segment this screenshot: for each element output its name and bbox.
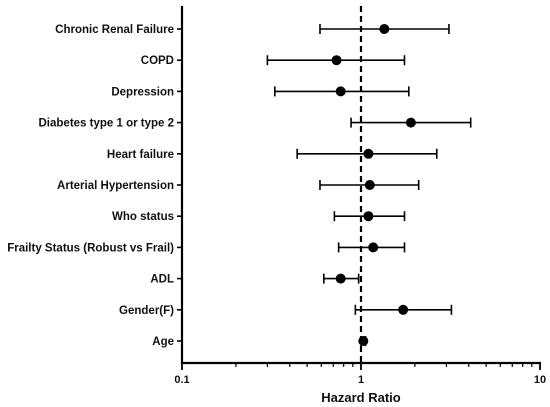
hr-point [398,304,409,315]
forest-row: Heart failure [107,148,438,161]
forest-row: Depression [111,86,410,98]
x-tick-label: 0.1 [174,374,189,386]
forest-row: Diabetes type 1 or type 2 [39,117,472,130]
hr-point [358,336,369,346]
row-label: ADL [150,274,174,286]
hr-point [364,180,375,190]
hr-point [363,211,374,222]
hr-point [335,273,346,284]
row-label: Diabetes type 1 or type 2 [39,118,175,130]
hr-point [335,86,346,97]
hr-point [331,55,342,66]
x-tick-label: 10 [534,374,546,386]
row-label: Depression [111,86,174,98]
forest-row: Gender(F) [119,304,453,317]
forest-row: COPD [141,55,406,67]
hr-point [379,24,390,34]
row-label: Frailty Status (Robust vs Frail) [7,242,174,254]
forest-row: Who status [112,211,406,223]
axis-layer: 0.1 1 10 [174,6,546,386]
row-label: Arterial Hypertension [57,180,174,192]
row-label: Chronic Renal Failure [55,24,174,36]
forest-row: Chronic Renal Failure [55,24,450,36]
forest-row: Arterial Hypertension [57,180,420,192]
rows-layer: Chronic Renal Failure COPD Depression Diabe… [7,6,472,363]
x-axis-title: Hazard Ratio [321,390,401,405]
row-label: COPD [141,55,174,67]
row-label: Heart failure [107,149,174,161]
forest-row: ADL [150,273,360,286]
x-tick-label: 1 [358,374,364,386]
row-label: Gender(F) [119,305,174,317]
hr-point [368,242,379,253]
forest-row: Frailty Status (Robust vs Frail) [7,242,406,254]
row-label: Age [152,336,174,348]
hr-point [363,148,374,159]
forest-row: Age [152,336,369,348]
row-label: Who status [112,211,174,223]
hr-point [405,117,416,128]
